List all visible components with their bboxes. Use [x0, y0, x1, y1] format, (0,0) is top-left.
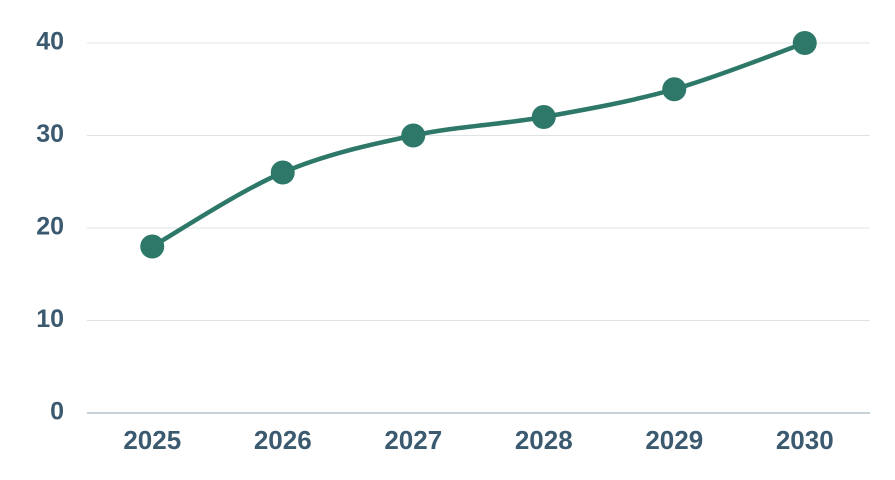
point	[792, 31, 817, 55]
y-tick-label: 20	[36, 213, 64, 241]
point	[401, 123, 426, 148]
line	[150, 40, 807, 249]
x-tick-label: 2027	[384, 425, 442, 455]
x-tick-label: 2026	[254, 425, 312, 455]
x-tick-label: 2030	[776, 425, 834, 455]
point	[531, 105, 556, 129]
y-tick-label: 10	[36, 305, 64, 333]
point	[270, 160, 295, 185]
y-tick-label: 30	[36, 120, 64, 148]
x-tick-label: 2028	[515, 425, 573, 455]
x-tick-label: 2025	[123, 425, 181, 455]
point	[662, 77, 687, 102]
point	[140, 234, 165, 259]
y-tick-label: 0	[50, 398, 64, 426]
y-tick-label: 40	[36, 28, 64, 56]
x-tick-label: 2029	[645, 425, 703, 455]
